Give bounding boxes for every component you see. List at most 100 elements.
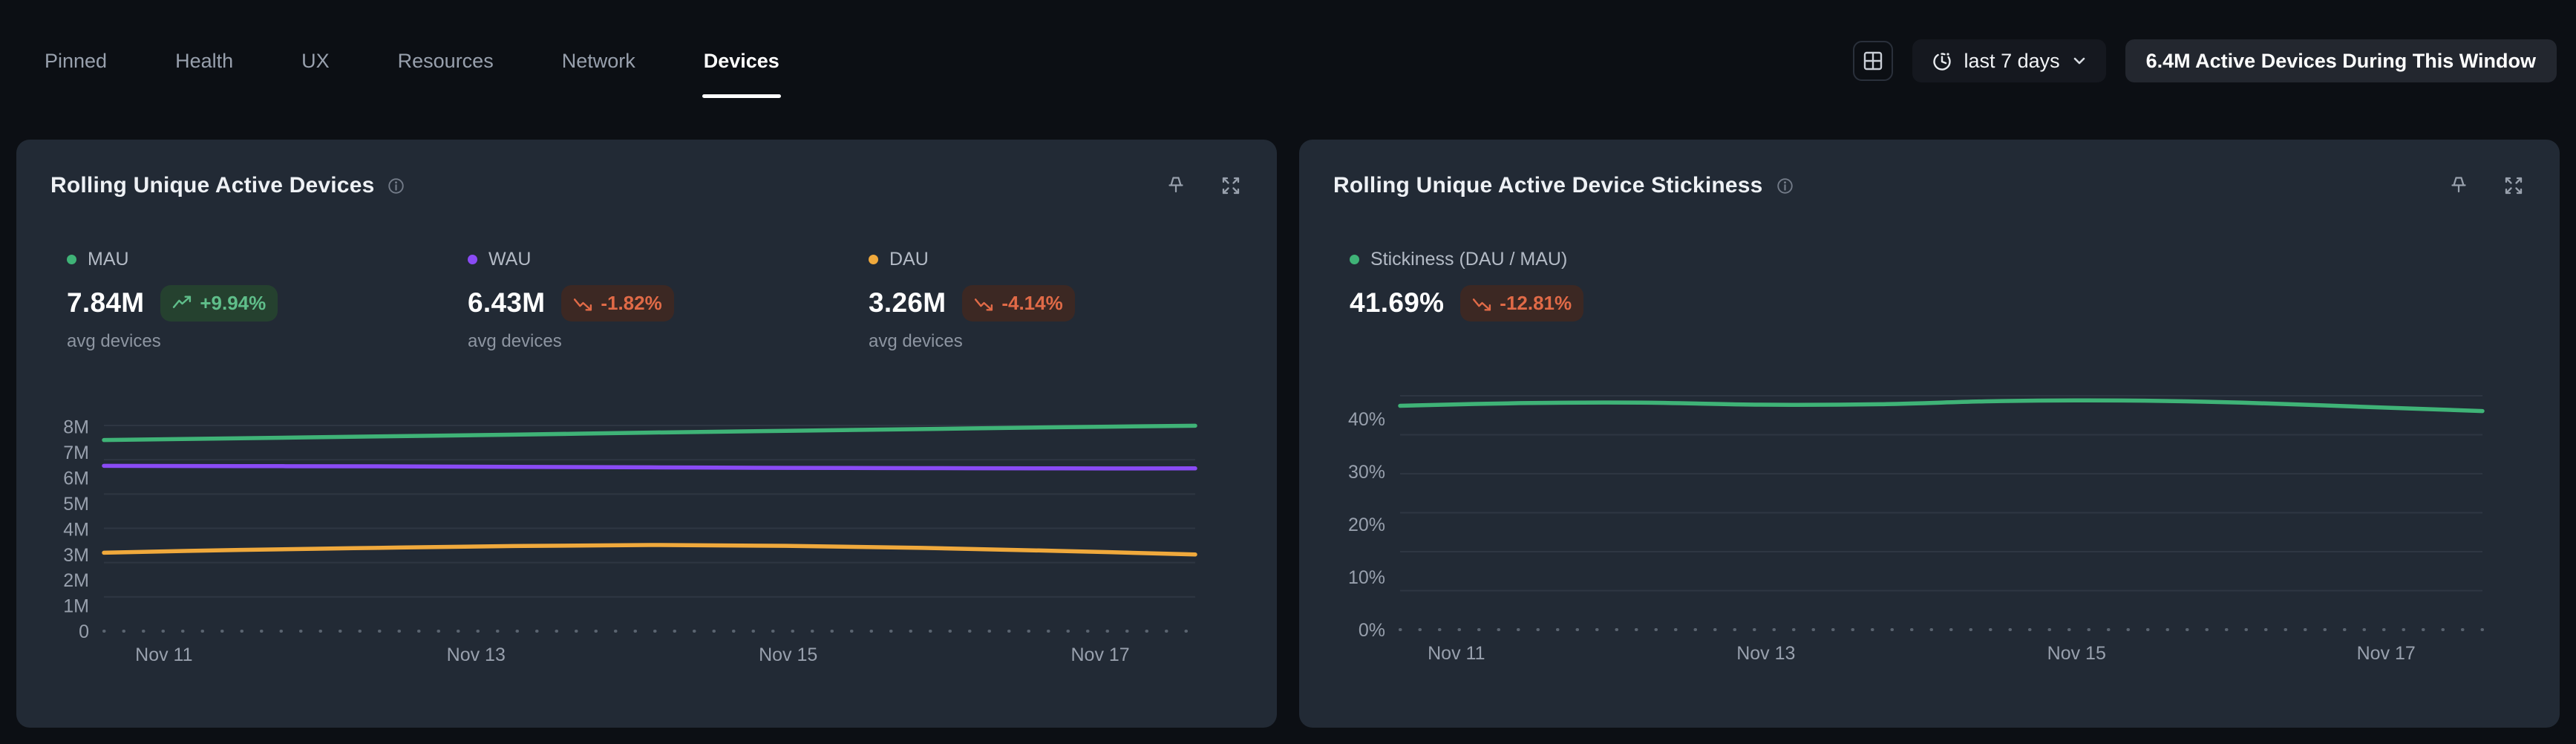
metric-legend: MAU (67, 248, 468, 270)
info-icon[interactable] (1775, 176, 1795, 196)
cards-row: Rolling Unique Active Devices MAU 7.84M (16, 140, 2560, 728)
x-axis-label: Nov 17 (2357, 643, 2416, 661)
metric-delta-badge: -12.81% (1460, 284, 1584, 322)
metric-value: 41.69% (1350, 287, 1445, 318)
series-line-mau (102, 423, 1197, 443)
metric-wau: WAU 6.43M -1.82% avg devices (468, 248, 869, 352)
y-axis-label: 0 (79, 621, 89, 642)
trend-up-icon (173, 295, 192, 308)
series-color-dot (67, 254, 76, 264)
x-axis-label: Nov 11 (1428, 643, 1485, 661)
x-axis-label: Nov 15 (759, 645, 817, 661)
metric-legend: Stickiness (DAU / MAU) (1350, 248, 1750, 270)
series-line-dau (102, 543, 1197, 557)
time-range-button[interactable]: last 7 days (1912, 39, 2106, 82)
metric-name: DAU (889, 248, 929, 270)
card-actions (2447, 174, 2526, 198)
tab-health[interactable]: Health (175, 50, 234, 72)
metric-delta-badge: +9.94% (160, 284, 278, 322)
card-header: Rolling Unique Active Devices (50, 169, 1243, 202)
pin-icon (1168, 177, 1183, 193)
metric-value: 7.84M (67, 287, 145, 318)
y-axis-label: 8M (63, 417, 89, 438)
metric-mau: MAU 7.84M +9.94% avg devices (67, 248, 468, 352)
metrics-row: Stickiness (DAU / MAU) 41.69% -12.81% (1350, 248, 2526, 322)
metric-stickiness-dau-mau: Stickiness (DAU / MAU) 41.69% -12.81% (1350, 248, 1750, 322)
chevron-down-icon (2073, 57, 2085, 65)
y-axis-label: 1M (63, 596, 89, 617)
x-axis-label: Nov 13 (447, 645, 506, 661)
series-color-dot (869, 254, 878, 264)
y-axis-label: 4M (63, 519, 89, 540)
trend-down-icon (1473, 298, 1491, 311)
metric-dau: DAU 3.26M -4.14% avg devices (869, 248, 1269, 352)
y-axis-label: 10% (1348, 567, 1385, 588)
metrics-row: MAU 7.84M +9.94% avg devices WAU 6.43M (67, 248, 1243, 352)
y-axis-label: 40% (1348, 409, 1385, 430)
trend-down-icon (975, 298, 993, 311)
card-title: Rolling Unique Active Devices (50, 173, 375, 198)
time-range-label: last 7 days (1964, 49, 2060, 72)
metric-subtitle: avg devices (869, 331, 963, 351)
chart-rolling-unique-active-devices[interactable]: 8M 7M 6M 5M 4M 3M 2M 1M 0 Nov 11 Nov 13 Nov 15 Nov 1… (50, 386, 1238, 661)
x-axis-label: Nov 15 (2047, 643, 2106, 661)
card-info[interactable] (1775, 176, 1795, 196)
pin-card-button[interactable] (1164, 174, 1188, 198)
tab-network[interactable]: Network (561, 50, 635, 72)
y-axis-label: 2M (63, 570, 89, 591)
pin-card-button[interactable] (2447, 174, 2471, 198)
card-header: Rolling Unique Active Device Stickiness (1333, 169, 2526, 202)
y-axis-label: 7M (63, 443, 89, 463)
y-axis-label: 0% (1359, 620, 1385, 641)
tab-ux[interactable]: UX (301, 50, 330, 72)
series-color-dot (1350, 254, 1359, 264)
metric-name: MAU (88, 248, 129, 270)
grid-layout-icon (1863, 51, 1882, 71)
metric-subtitle: avg devices (468, 331, 562, 351)
layout-grid-button[interactable] (1852, 41, 1893, 81)
metric-subtitle: avg devices (67, 331, 161, 351)
metric-legend: DAU (869, 248, 1269, 270)
card-rolling-unique-active-devices: Rolling Unique Active Devices MAU 7.84M (16, 140, 1277, 728)
y-axis-label: 3M (63, 545, 89, 566)
series-line-wau (102, 463, 1197, 471)
top-nav: Pinned Health UX Resources Network Devices la… (0, 0, 2576, 122)
card-actions (1164, 174, 1243, 198)
series-color-dot (468, 254, 477, 264)
y-axis-label: 20% (1348, 515, 1385, 535)
info-icon[interactable] (386, 176, 406, 196)
expand-icon (1222, 177, 1240, 195)
x-axis-label: Nov 11 (135, 645, 192, 661)
active-devices-window-badge[interactable]: 6.4M Active Devices During This Window (2125, 39, 2557, 82)
metric-value: 6.43M (468, 287, 546, 318)
metric-name: Stickiness (DAU / MAU) (1370, 248, 1568, 270)
x-axis-label: Nov 13 (1736, 643, 1795, 661)
y-axis-label: 6M (63, 469, 89, 489)
pin-icon (2451, 177, 2466, 193)
metric-name: WAU (488, 248, 532, 270)
tab-resources[interactable]: Resources (397, 50, 494, 72)
tab-pinned[interactable]: Pinned (45, 50, 108, 72)
metric-delta: +9.94% (200, 291, 267, 314)
chart-rolling-unique-active-device-stickiness[interactable]: 40% 30% 20% 10% 0% Nov 11 Nov 13 Nov 15 Nov 17 (1333, 386, 2521, 661)
metric-delta-badge: -4.14% (962, 284, 1075, 322)
metric-delta: -12.81% (1500, 291, 1572, 314)
expand-icon (2505, 177, 2523, 195)
expand-card-button[interactable] (2502, 174, 2526, 198)
card-title: Rolling Unique Active Device Stickiness (1333, 173, 1763, 198)
metric-legend: WAU (468, 248, 869, 270)
tab-devices[interactable]: Devices (702, 50, 781, 98)
clock-history-icon (1932, 53, 1951, 71)
active-devices-window-label: 6.4M Active Devices During This Window (2145, 49, 2536, 72)
x-axis-label: Nov 17 (1071, 645, 1130, 661)
y-axis-label: 30% (1348, 462, 1385, 483)
card-info[interactable] (386, 176, 406, 196)
expand-card-button[interactable] (1219, 174, 1243, 198)
metric-delta-badge: -1.82% (561, 284, 674, 322)
metric-delta: -1.82% (601, 291, 662, 314)
top-controls: last 7 days 6.4M Active Devices During T… (1852, 39, 2557, 82)
nav-tabs: Pinned Health UX Resources Network Devices (45, 49, 781, 98)
metric-delta: -4.14% (1001, 291, 1063, 314)
trend-down-icon (574, 298, 592, 311)
